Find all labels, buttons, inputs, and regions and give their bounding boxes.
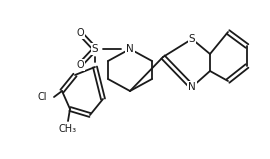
Text: CH₃: CH₃: [59, 124, 77, 134]
Text: O: O: [76, 28, 84, 38]
Text: Cl: Cl: [37, 92, 47, 102]
Text: S: S: [92, 44, 98, 54]
Text: N: N: [126, 44, 134, 54]
Text: N: N: [188, 82, 196, 92]
Text: O: O: [76, 60, 84, 70]
Text: S: S: [189, 34, 195, 44]
